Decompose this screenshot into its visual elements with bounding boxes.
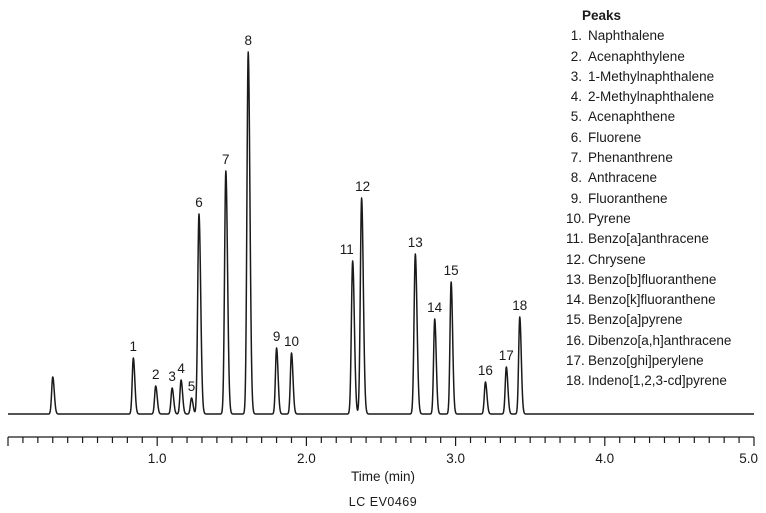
legend-item: 8. Anthracene (566, 168, 731, 188)
x-tick-label: 4.0 (595, 451, 614, 466)
legend-item: 18. Indeno[1,2,3-cd]pyrene (566, 371, 731, 391)
legend-item: 2. Acenaphthylene (566, 47, 731, 67)
legend-item: 15. Benzo[a]pyrene (566, 310, 731, 330)
legend-items: 1. Naphthalene 2. Acenaphthylene 3. 1-Methyln… (566, 26, 731, 391)
legend-item: 17. Benzo[ghi]perylene (566, 351, 731, 371)
peak-label: 5 (188, 379, 196, 394)
legend-item-number: 5. (570, 109, 582, 125)
legend-item: 16. Dibenzo[a,h]anthracene (566, 331, 731, 351)
legend-item-number: 7. (570, 150, 582, 166)
legend-item: 11. Benzo[a]anthracene (566, 229, 731, 249)
x-tick-label: 5.0 (739, 451, 758, 466)
legend-item-number: 13. (566, 271, 585, 287)
x-axis-label: Time (min) (351, 469, 415, 484)
chromatogram-trace (7, 51, 755, 415)
peak-label: 8 (244, 33, 252, 48)
legend-item-name: Fluorene (588, 129, 642, 145)
legend-item-name: Phenanthrene (588, 150, 673, 166)
legend-title: Peaks (582, 8, 622, 23)
legend-item-number: 18. (566, 373, 585, 389)
legend-item-name: 2-Methylnaphthalene (588, 89, 715, 105)
legend-item-number: 8. (570, 170, 582, 186)
legend-item-number: 9. (570, 190, 582, 206)
peak-label: 14 (427, 300, 443, 315)
legend-item-name: Pyrene (588, 210, 631, 226)
legend-item-name: Benzo[a]anthracene (588, 231, 709, 247)
legend-item-number: 2. (570, 48, 582, 64)
legend-item: 6. Fluorene (566, 128, 731, 148)
peak-label: 6 (195, 195, 203, 210)
legend-item-name: Naphthalene (588, 28, 665, 44)
legend-item-name: Benzo[ghi]perylene (588, 353, 704, 369)
peak-label: 3 (168, 369, 176, 384)
legend-item: 4. 2-Methylnaphthalene (566, 87, 731, 107)
legend-item: 5. Acenaphthene (566, 107, 731, 127)
peak-label: 9 (273, 329, 281, 344)
legend-item-number: 10. (566, 210, 585, 226)
legend-item-number: 15. (566, 312, 585, 328)
peak-label: 16 (478, 363, 493, 378)
legend-item-name: Benzo[k]fluoranthene (588, 292, 716, 308)
peak-label: 10 (284, 334, 299, 349)
legend-item-name: Dibenzo[a,h]anthracene (588, 332, 732, 348)
peak-label: 12 (355, 179, 370, 194)
footer-code: LC EV0469 (349, 495, 417, 509)
legend-item: 9. Fluoranthene (566, 189, 731, 209)
x-tick-label: 2.0 (297, 451, 316, 466)
x-tick-label: 3.0 (446, 451, 465, 466)
legend-item-number: 12. (566, 251, 585, 267)
legend-item: 13. Benzo[b]fluoranthene (566, 270, 731, 290)
peak-label: 7 (222, 152, 230, 167)
legend-item: 14. Benzo[k]fluoranthene (566, 290, 731, 310)
legend-item-name: Acenaphthylene (588, 48, 685, 64)
peak-label: 1 (130, 339, 138, 354)
legend-item-name: 1-Methylnaphthalene (588, 68, 715, 84)
legend: Peaks 1. Naphthalene 2. Acenaphthylene 3. 1-M… (566, 6, 731, 392)
peak-label: 2 (152, 367, 160, 382)
legend-item-name: Chrysene (588, 251, 646, 267)
legend-item-name: Benzo[b]fluoranthene (588, 271, 717, 287)
peak-label: 13 (408, 235, 423, 250)
peak-label: 4 (177, 361, 185, 376)
peak-label: 18 (512, 298, 527, 313)
x-axis-tick-labels: 1.0 2.0 3.0 4.0 5.0 (148, 451, 758, 466)
legend-item: 7. Phenanthrene (566, 148, 731, 168)
legend-item-number: 11. (566, 231, 584, 247)
peak-label: 17 (499, 348, 514, 363)
peak-label: 15 (444, 263, 459, 278)
legend-item-number: 1. (570, 28, 582, 44)
legend-item: 1. Naphthalene (566, 26, 731, 46)
legend-item-name: Fluoranthene (588, 190, 668, 206)
legend-item-name: Anthracene (588, 170, 658, 186)
legend-item: 10. Pyrene (566, 209, 731, 229)
x-tick-label: 1.0 (148, 451, 167, 466)
peak-label: 11 (340, 242, 354, 257)
legend-item: 3. 1-Methylnaphthalene (566, 67, 731, 87)
legend-item-name: Acenaphthene (588, 109, 676, 125)
legend-item-number: 16. (566, 332, 585, 348)
legend-item-number: 17. (566, 353, 585, 369)
legend-item-number: 6. (570, 129, 582, 145)
legend-item-name: Indeno[1,2,3-cd]pyrene (588, 373, 727, 389)
legend-item-number: 14. (566, 292, 585, 308)
legend-item-number: 3. (570, 68, 582, 84)
legend-item-number: 4. (570, 89, 582, 105)
legend-item-name: Benzo[a]pyrene (588, 312, 683, 328)
legend-item: 12. Chrysene (566, 250, 731, 270)
x-axis-ticks (7, 437, 755, 446)
